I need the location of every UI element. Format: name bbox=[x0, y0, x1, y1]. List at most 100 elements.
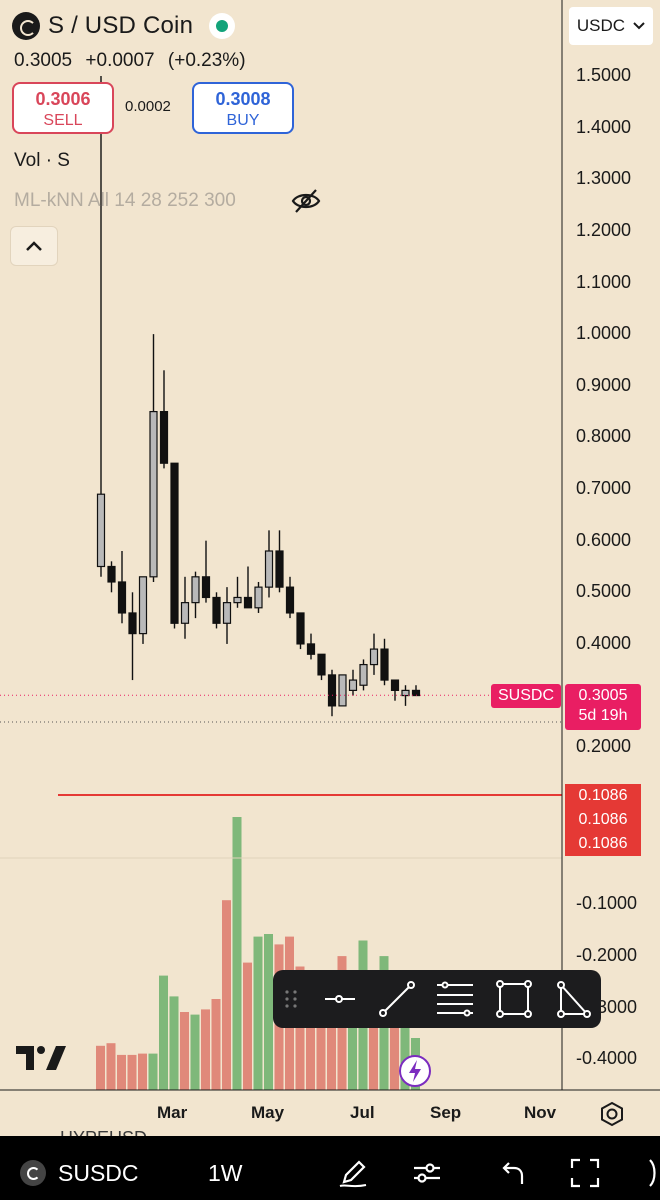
volume-bar bbox=[169, 996, 179, 1090]
price-tick-label: 0.2000 bbox=[576, 736, 632, 757]
draw-pen-icon[interactable] bbox=[336, 1156, 370, 1190]
candle-down bbox=[170, 462, 179, 624]
price-tick-label: 0.8000 bbox=[576, 426, 632, 447]
undo-icon[interactable] bbox=[494, 1156, 528, 1190]
price-tick-label: 1.3000 bbox=[576, 168, 632, 189]
drag-handle-icon[interactable] bbox=[285, 990, 297, 1008]
indicator-legend[interactable]: ML-kNN All 14 28 252 300 bbox=[14, 190, 236, 211]
volume-bar bbox=[138, 1053, 147, 1090]
volume-bar bbox=[306, 986, 315, 1090]
volume-bar bbox=[180, 1012, 189, 1090]
candle-up bbox=[264, 550, 274, 588]
candle-down bbox=[390, 679, 400, 691]
sell-price: 0.3006 bbox=[35, 89, 91, 109]
volume-bar bbox=[106, 1043, 116, 1090]
volume-bar bbox=[327, 975, 336, 1090]
price-change: +0.0007 bbox=[85, 50, 155, 71]
collapse-legend-button[interactable] bbox=[10, 226, 58, 266]
market-open-icon bbox=[209, 13, 236, 39]
candle-up bbox=[359, 663, 368, 686]
price-tick-label: 1.2000 bbox=[576, 219, 632, 240]
price-tick-label: 0.5000 bbox=[576, 581, 632, 602]
hidden-eye-icon[interactable] bbox=[290, 185, 322, 217]
time-axis-label: Jul bbox=[350, 1103, 375, 1122]
price-change-line: 0.3005 +0.0007 (+0.23%) bbox=[14, 50, 254, 72]
volume-bar bbox=[222, 900, 231, 1090]
tradingview-logo bbox=[16, 1046, 66, 1070]
volume-bar bbox=[243, 962, 252, 1090]
price-tick-label: 1.5000 bbox=[576, 65, 632, 85]
candle-down bbox=[327, 674, 337, 707]
candle-up bbox=[348, 679, 358, 691]
fib-retracement-icon[interactable] bbox=[437, 981, 473, 1017]
bar-countdown: 5d 19h bbox=[578, 707, 628, 724]
symbol-header[interactable]: S / USD Coin bbox=[12, 12, 236, 40]
level-tag-1: 0.1086 bbox=[578, 787, 628, 804]
price-tick-label: 0.9000 bbox=[576, 374, 632, 395]
volume-legend[interactable]: Vol · S bbox=[14, 150, 70, 171]
candle-down bbox=[411, 689, 421, 697]
indicator-tick-label: -0.2000 bbox=[576, 945, 638, 965]
horizontal-line-icon[interactable] bbox=[325, 995, 355, 1003]
level-tag-3: 0.1086 bbox=[578, 835, 628, 852]
candle-up bbox=[401, 689, 410, 697]
candle-up bbox=[191, 576, 200, 604]
time-axis-label: Nov bbox=[524, 1103, 557, 1122]
volume-bar bbox=[400, 1012, 410, 1090]
price-chart[interactable] bbox=[0, 0, 660, 1136]
candle-up bbox=[149, 410, 158, 578]
volume-bar bbox=[148, 1053, 158, 1090]
candle-down bbox=[201, 576, 211, 599]
level-tag-2: 0.1086 bbox=[578, 811, 628, 828]
volume-bar bbox=[117, 1054, 126, 1090]
candle-down bbox=[128, 612, 137, 635]
price-tick-label: 0.4000 bbox=[576, 632, 632, 653]
chevron-down-icon bbox=[633, 22, 645, 30]
symbol-button[interactable]: SUSDC bbox=[58, 1160, 139, 1186]
candle-down bbox=[285, 586, 295, 614]
indicators-icon[interactable] bbox=[410, 1156, 444, 1190]
bottom-bar bbox=[0, 1136, 660, 1200]
candle-up bbox=[138, 576, 148, 635]
indicator-tick-label: -0.1000 bbox=[576, 893, 638, 913]
candle-down bbox=[107, 565, 116, 583]
symbol-price-tag: SUSDC bbox=[491, 684, 561, 708]
sell-label: SELL bbox=[43, 112, 83, 129]
price-tick-label: 1.1000 bbox=[576, 271, 632, 292]
last-price: 0.3005 bbox=[14, 50, 73, 71]
chevron-up-icon bbox=[26, 241, 42, 251]
symbol-icon[interactable] bbox=[20, 1160, 46, 1186]
sell-button[interactable]: 0.3006 SELL bbox=[12, 82, 114, 134]
candle-down bbox=[296, 612, 305, 645]
buy-label: BUY bbox=[226, 112, 260, 129]
buy-button[interactable]: 0.3008 BUY bbox=[192, 82, 294, 134]
flash-icon[interactable] bbox=[397, 1053, 433, 1089]
interval-button[interactable]: 1W bbox=[208, 1160, 243, 1186]
volume-bar bbox=[190, 1014, 200, 1090]
candle-down bbox=[275, 550, 284, 588]
price-tick-label: 0.6000 bbox=[576, 529, 632, 550]
level-tags: 0.1086 0.1086 0.1086 bbox=[565, 784, 641, 856]
candle-up bbox=[96, 493, 106, 568]
more-icon[interactable] bbox=[636, 1156, 660, 1190]
triangle-icon[interactable] bbox=[557, 981, 591, 1018]
volume-bar bbox=[316, 979, 326, 1090]
rectangle-icon[interactable] bbox=[496, 980, 532, 1018]
volume-bar bbox=[211, 999, 221, 1090]
volume-bar bbox=[264, 934, 273, 1090]
trend-line-icon[interactable] bbox=[379, 981, 415, 1017]
buy-price: 0.3008 bbox=[215, 89, 271, 109]
symbol-title: S / USD Coin bbox=[48, 12, 194, 39]
candle-down bbox=[243, 596, 253, 609]
price-tick-label: 1.0000 bbox=[576, 323, 632, 344]
candles-layer bbox=[96, 76, 421, 717]
candle-up bbox=[369, 648, 379, 666]
indicator-tick-label: -0.4000 bbox=[576, 1048, 638, 1068]
fullscreen-icon[interactable] bbox=[568, 1156, 602, 1190]
currency-value: USDC bbox=[576, 16, 626, 35]
drawing-toolbar[interactable] bbox=[273, 970, 601, 1028]
gear-icon[interactable] bbox=[598, 1100, 626, 1128]
volume-bar bbox=[369, 975, 378, 1090]
currency-select[interactable]: USDC bbox=[569, 7, 653, 45]
volume-bar bbox=[390, 986, 399, 1090]
